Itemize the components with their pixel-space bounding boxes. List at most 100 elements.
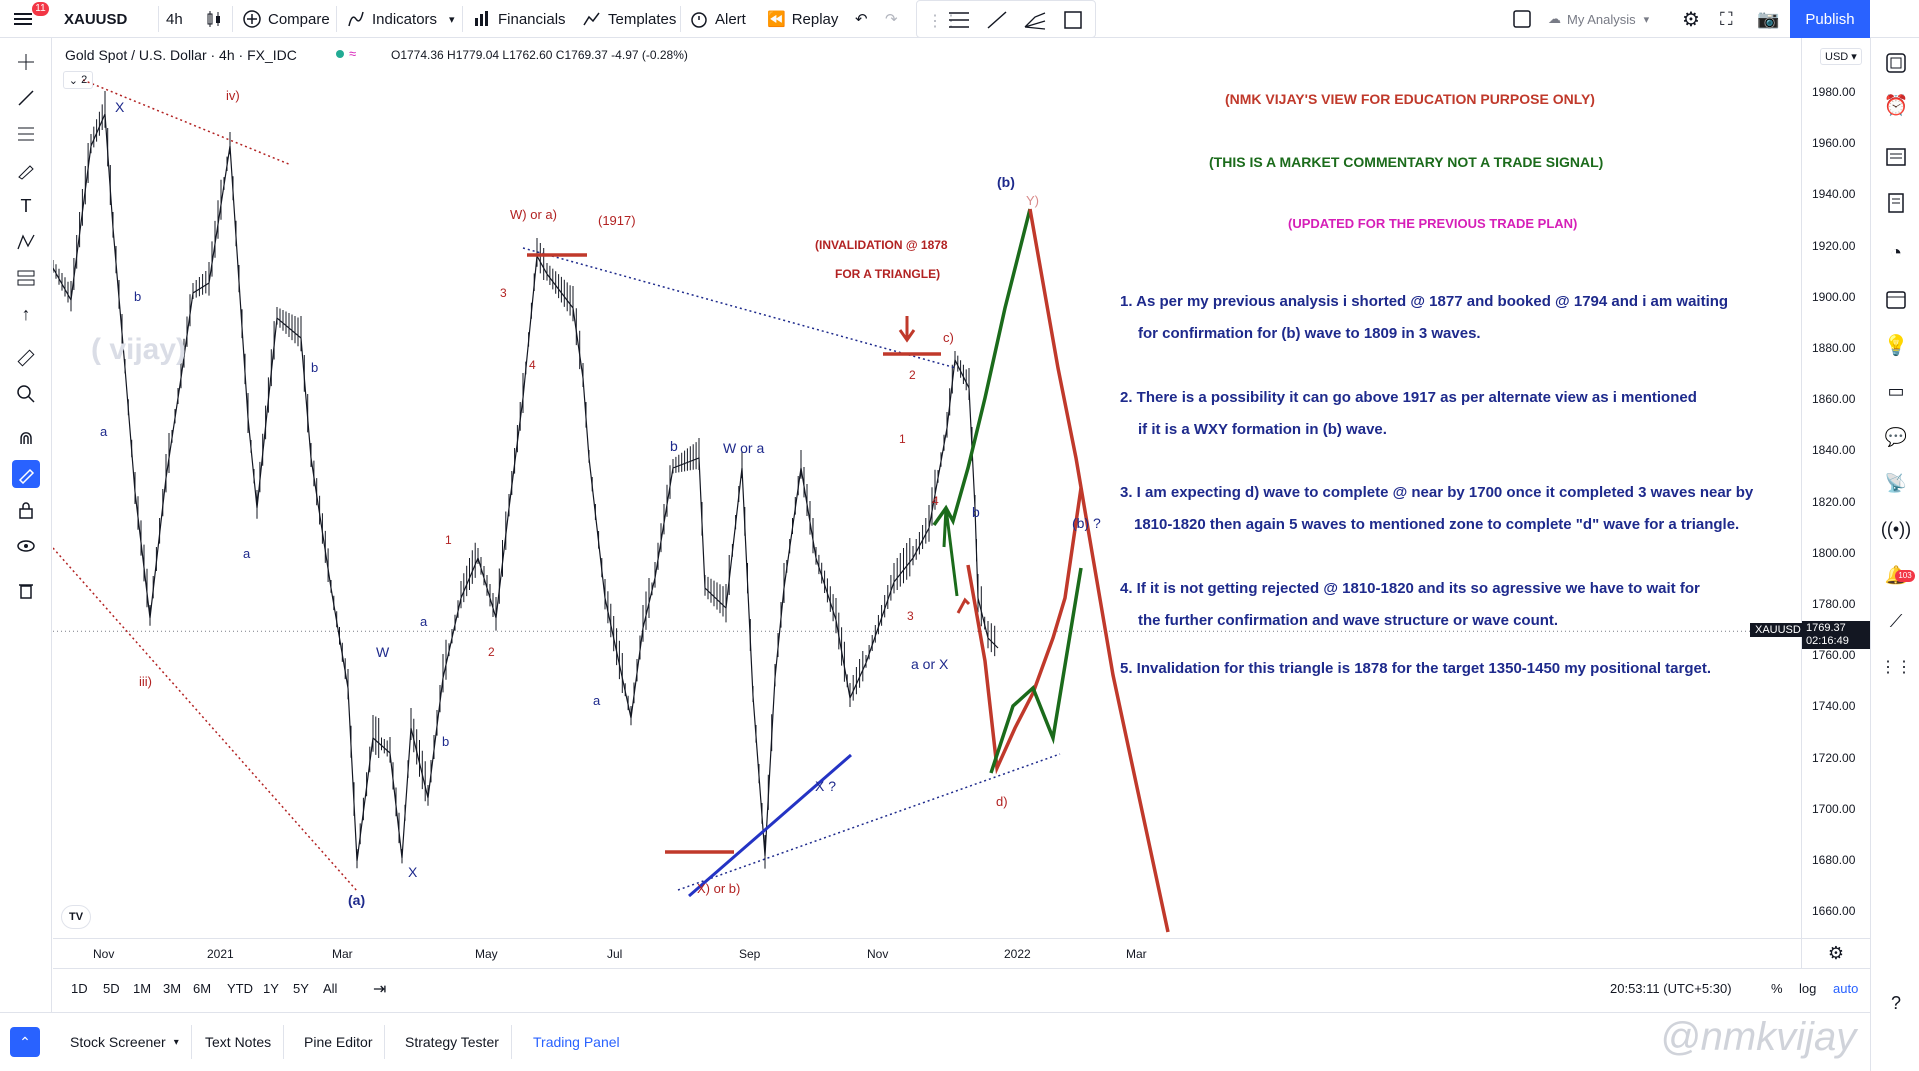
chart-style-button[interactable] xyxy=(205,0,229,38)
eye-icon[interactable] xyxy=(12,532,40,560)
fullscreen-square-icon[interactable] xyxy=(1512,9,1532,29)
commentary-line-1: 1. As per my previous analysis i shorted… xyxy=(1120,293,1729,310)
replay-button[interactable]: ⏪ Replay xyxy=(767,10,839,29)
price-scale[interactable]: USD ▾ 1980.00 1960.00 1940.00 1920.00 1900.0… xyxy=(1750,38,1871,938)
collapse-indicators-button[interactable]: ⌄ 2 xyxy=(63,71,93,89)
range-button-ytd[interactable]: YTD xyxy=(227,981,253,996)
news-icon[interactable] xyxy=(1881,188,1911,218)
log-toggle[interactable]: log xyxy=(1799,981,1817,996)
tab-strategy-tester[interactable]: Strategy Tester xyxy=(393,1025,512,1059)
help-icon[interactable]: ? xyxy=(1890,992,1901,1013)
time-axis[interactable]: Nov 2021 Mar May Jul Sep Nov 2022 Mar xyxy=(53,938,1801,968)
percent-toggle[interactable]: % xyxy=(1771,981,1783,996)
watchlist-icon[interactable] xyxy=(1881,48,1911,78)
range-button-3m[interactable]: 3M xyxy=(163,981,182,996)
menu-icon[interactable] xyxy=(12,0,40,38)
tradingview-logo[interactable]: TV xyxy=(61,905,91,929)
stay-drawing-icon[interactable] xyxy=(12,460,40,488)
broadcast-icon[interactable]: 📡 xyxy=(1884,472,1908,493)
chat-icon[interactable]: 💬 xyxy=(1884,426,1908,447)
data-window-icon[interactable] xyxy=(1881,142,1911,172)
text-tool-icon[interactable]: T xyxy=(20,195,32,216)
price-tick-label: 1860.00 xyxy=(1812,392,1856,407)
range-button-1d[interactable]: 1D xyxy=(71,981,88,996)
brush-icon[interactable] xyxy=(12,156,40,184)
camera-icon[interactable]: 📷 xyxy=(1757,8,1780,29)
clock-display[interactable]: 20:53:11 (UTC+5:30) xyxy=(1610,981,1732,996)
magnet-icon[interactable]: ⋒ xyxy=(18,427,34,448)
price-tick-label: 1840.00 xyxy=(1812,443,1856,458)
zoom-in-icon[interactable] xyxy=(12,380,40,408)
trash-icon[interactable] xyxy=(12,576,40,604)
templates-button[interactable]: Templates xyxy=(582,0,676,38)
price-chart[interactable] xyxy=(53,38,1801,938)
undo-icon[interactable]: ↶ xyxy=(855,11,868,28)
order-panel-icon[interactable]: ⟋ xyxy=(1889,610,1903,631)
compare-button[interactable]: Compare xyxy=(242,0,330,38)
range-button-all[interactable]: All xyxy=(323,981,338,996)
calendar-icon[interactable] xyxy=(1881,284,1911,314)
wave-label-b-question: (b) ? xyxy=(1072,515,1101,531)
hotlist-icon[interactable]: ◔ xyxy=(1889,241,1903,264)
candles-icon xyxy=(207,11,220,27)
dom-icon[interactable]: ⋮⋮ xyxy=(1880,659,1912,676)
ruler-icon[interactable] xyxy=(12,344,40,372)
drag-handle-icon[interactable]: ⋮⋮ xyxy=(927,13,959,30)
commentary-line-4: if it is a WXY formation in (b) wave. xyxy=(1138,421,1387,438)
rectangle-icon[interactable] xyxy=(1061,9,1085,31)
price-tick-label: 1820.00 xyxy=(1812,494,1856,509)
interval-button[interactable]: 4h xyxy=(166,10,183,28)
range-button-1m[interactable]: 1M xyxy=(133,981,152,996)
tab-trading-panel[interactable]: Trading Panel xyxy=(533,1034,620,1050)
arrow-up-icon[interactable]: ↑ xyxy=(21,303,31,324)
tab-text-notes[interactable]: Text Notes xyxy=(193,1025,285,1059)
top-toolbar: 11 XAUUSD 4h Compare Indicators ▾ Financi… xyxy=(0,0,1919,38)
chart-legend-title: Gold Spot / U.S. Dollar · 4h · FX_IDC xyxy=(65,47,297,63)
fib-tool-icon[interactable] xyxy=(12,120,40,148)
indicators-button[interactable]: Indicators ▾ xyxy=(346,0,455,38)
trend-line-tool-icon[interactable] xyxy=(12,84,40,112)
chart-settings-gear-icon[interactable]: ⚙ xyxy=(1801,938,1870,968)
tab-stock-screener[interactable]: Stock Screener ▾ xyxy=(58,1025,192,1059)
range-button-1y[interactable]: 1Y xyxy=(263,981,279,996)
alarm-icon[interactable]: ⏰ xyxy=(1883,94,1909,117)
wave-label-b4: b xyxy=(670,438,678,454)
commentary-line-5: 3. I am expecting d) wave to complete @ … xyxy=(1120,484,1754,501)
pattern-tool-icon[interactable] xyxy=(12,228,40,256)
lock-icon[interactable] xyxy=(12,496,40,524)
wave-label-w-or-a: W) or a) xyxy=(510,207,557,222)
price-tick-label: 1980.00 xyxy=(1812,85,1856,99)
signal-icon[interactable]: ((•)) xyxy=(1880,518,1912,539)
price-tick-label: 1800.00 xyxy=(1812,545,1856,560)
chevron-up-icon[interactable]: ⌃ xyxy=(10,1027,40,1057)
ohlc-values: O1774.36 H1779.04 L1762.60 C1769.37 -4.9… xyxy=(391,48,688,62)
financials-button[interactable]: Financials xyxy=(472,0,566,38)
publish-button[interactable]: Publish xyxy=(1790,0,1870,38)
price-tick-label: 1680.00 xyxy=(1812,853,1856,867)
fullscreen-icon[interactable]: ⛶ xyxy=(1720,8,1733,29)
date-range-icon[interactable]: ⇥ xyxy=(373,981,387,998)
chart-pane[interactable]: Gold Spot / U.S. Dollar · 4h · FX_IDC ≈ … xyxy=(53,38,1801,938)
streams-icon[interactable]: ▭ xyxy=(1887,380,1905,401)
alert-button[interactable]: Alert xyxy=(689,0,746,38)
currency-selector[interactable]: USD ▾ xyxy=(1820,48,1862,65)
range-button-6m[interactable]: 6M xyxy=(193,981,212,996)
fib-lines-icon[interactable] xyxy=(947,9,971,31)
redo-icon[interactable]: ↷ xyxy=(885,11,898,28)
price-tick-label: 1740.00 xyxy=(1812,699,1856,714)
prediction-tool-icon[interactable] xyxy=(12,264,40,292)
invalidation-label-2: FOR A TRIANGLE) xyxy=(835,267,941,281)
ideas-icon[interactable]: 💡 xyxy=(1883,334,1909,357)
symbol-search[interactable]: XAUUSD xyxy=(64,10,128,28)
wave-label-x-top: X xyxy=(115,99,125,115)
settings-icon[interactable]: ⚙ xyxy=(1682,8,1700,31)
range-button-5y[interactable]: 5Y xyxy=(293,981,309,996)
layout-button[interactable]: ☁ My Analysis ▾ xyxy=(1548,11,1650,27)
tab-pine-editor[interactable]: Pine Editor xyxy=(292,1025,386,1059)
pitchfork-icon[interactable] xyxy=(1023,9,1047,31)
trend-line-icon[interactable] xyxy=(985,9,1009,31)
range-button-5d[interactable]: 5D xyxy=(103,981,120,996)
auto-toggle[interactable]: auto xyxy=(1833,981,1859,996)
crosshair-icon[interactable] xyxy=(12,48,40,76)
notification-count-badge: 103 xyxy=(1895,570,1915,582)
